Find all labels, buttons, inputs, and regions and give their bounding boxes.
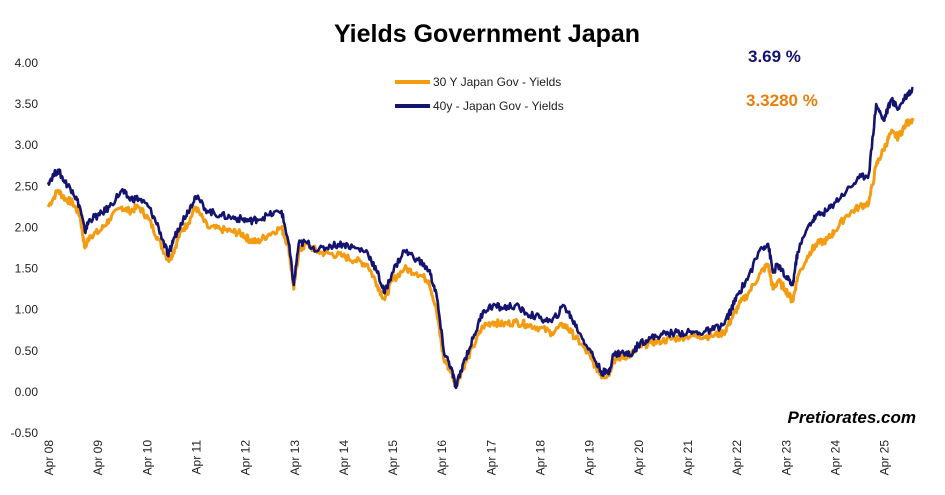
legend: 30 Y Japan Gov - Yields 40y - Japan Gov … xyxy=(395,75,564,113)
x-tick-label: Apr 10 xyxy=(140,440,154,476)
chart-title: Yields Government Japan xyxy=(334,20,640,48)
x-tick-label: Apr 08 xyxy=(42,440,56,476)
y-tick-label: 3.00 xyxy=(15,138,39,152)
y-tick-label: 4.00 xyxy=(15,56,39,70)
last-value-30y: 3.3280 % xyxy=(746,91,818,110)
y-tick-label: 1.00 xyxy=(15,303,39,317)
x-tick-label: Apr 23 xyxy=(779,440,793,476)
x-tick-label: Apr 11 xyxy=(189,440,203,475)
series-line-30y xyxy=(46,117,915,388)
x-tick-label: Apr 14 xyxy=(337,440,351,476)
y-axis: 4.00 3.50 3.00 2.50 2.00 1.50 1.00 0.50 0.00 -0.5… xyxy=(11,56,39,440)
y-tick-label: 2.00 xyxy=(15,220,39,234)
series-lines xyxy=(46,86,915,390)
y-tick-label: 2.50 xyxy=(15,179,39,193)
x-tick-label: Apr 09 xyxy=(91,440,105,476)
x-tick-label: Apr 15 xyxy=(386,440,400,476)
y-tick-label: 1.50 xyxy=(15,262,39,276)
x-tick-label: Apr 16 xyxy=(435,440,449,476)
series-line-40y xyxy=(46,86,914,390)
x-tick-label: Apr 17 xyxy=(484,440,498,476)
y-tick-label: 0.50 xyxy=(15,344,39,358)
x-tick-label: Apr 12 xyxy=(239,440,253,476)
x-tick-label: Apr 20 xyxy=(632,440,646,476)
y-tick-label: 0.00 xyxy=(15,385,39,399)
x-tick-label: Apr 21 xyxy=(681,440,695,476)
x-tick-label: Apr 13 xyxy=(288,440,302,476)
y-tick-label: 3.50 xyxy=(15,97,39,111)
x-tick-label: Apr 22 xyxy=(730,440,744,476)
x-tick-label: Apr 19 xyxy=(583,440,597,476)
legend-label-30y: 30 Y Japan Gov - Yields xyxy=(433,75,561,89)
x-tick-label: Apr 24 xyxy=(828,440,842,476)
x-axis: Apr 08 Apr 09 Apr 10 Apr 11 Apr 12 Apr 13 Apr … xyxy=(42,440,892,476)
x-tick-label: Apr 25 xyxy=(878,440,892,476)
legend-label-40y: 40y - Japan Gov - Yields xyxy=(433,99,564,113)
last-value-40y: 3.69 % xyxy=(748,47,801,66)
y-tick-label: -0.50 xyxy=(11,426,39,440)
watermark: Pretiorates.com xyxy=(788,408,917,427)
x-tick-label: Apr 18 xyxy=(534,440,548,476)
